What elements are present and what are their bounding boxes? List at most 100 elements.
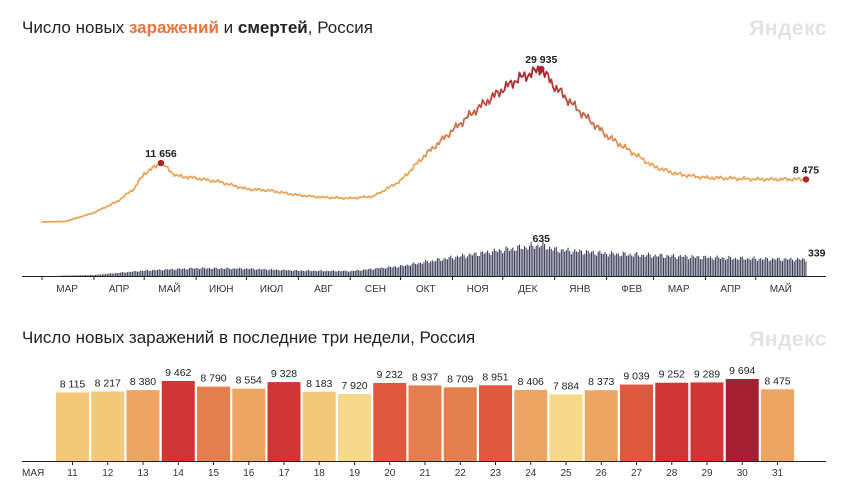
death-bar bbox=[115, 273, 117, 276]
death-bar bbox=[503, 251, 505, 276]
death-bar bbox=[103, 274, 105, 276]
death-bar bbox=[756, 260, 758, 276]
death-bar bbox=[683, 256, 685, 276]
day-value-label: 7 884 bbox=[553, 380, 579, 392]
death-bar bbox=[736, 259, 738, 276]
infections-line-segment bbox=[587, 113, 591, 123]
death-bar bbox=[138, 271, 140, 276]
death-bar bbox=[693, 256, 695, 276]
death-bar bbox=[334, 271, 336, 276]
x-tick-label: МАР bbox=[668, 284, 690, 295]
death-bar bbox=[245, 268, 247, 276]
day-bar bbox=[197, 386, 230, 461]
death-bar bbox=[552, 250, 554, 276]
death-bar bbox=[213, 267, 216, 276]
day-value-label: 8 183 bbox=[306, 378, 332, 390]
death-bar bbox=[401, 265, 403, 276]
death-bar bbox=[431, 260, 433, 276]
death-bar bbox=[451, 258, 453, 276]
death-bar bbox=[331, 270, 333, 276]
death-bar bbox=[398, 267, 400, 276]
day-tick-label: 12 bbox=[102, 468, 114, 479]
death-bar bbox=[746, 258, 748, 276]
death-bar bbox=[709, 256, 711, 276]
death-bar bbox=[336, 271, 338, 276]
death-bar bbox=[378, 268, 380, 276]
day-bar bbox=[620, 384, 653, 461]
death-bar bbox=[691, 255, 693, 276]
death-bar bbox=[143, 270, 145, 276]
death-bar bbox=[175, 269, 177, 276]
death-bar bbox=[145, 270, 147, 276]
death-bar bbox=[212, 268, 214, 276]
death-bar bbox=[368, 268, 370, 276]
death-bar bbox=[473, 252, 475, 276]
death-bar bbox=[523, 246, 526, 276]
death-bar bbox=[490, 255, 492, 276]
death-bar bbox=[270, 269, 273, 276]
infections-line-segment bbox=[511, 80, 516, 89]
day-bar bbox=[56, 392, 89, 461]
death-bar bbox=[724, 259, 727, 276]
death-bar bbox=[661, 254, 663, 276]
death-bar bbox=[319, 270, 321, 276]
death-bar bbox=[619, 256, 621, 276]
death-bar bbox=[311, 271, 313, 276]
death-bar bbox=[699, 259, 701, 276]
death-bar bbox=[595, 255, 598, 276]
infections-line-segment bbox=[461, 118, 466, 128]
day-bar bbox=[408, 385, 442, 461]
death-bar bbox=[557, 251, 559, 276]
death-bar bbox=[641, 254, 643, 276]
death-bar bbox=[637, 255, 639, 276]
infections-line-segment bbox=[550, 78, 554, 89]
death-bar bbox=[575, 251, 577, 276]
infections-label: 8 475 bbox=[793, 164, 819, 176]
death-bar bbox=[158, 269, 160, 276]
day-tick-label: 24 bbox=[525, 468, 537, 479]
death-bar bbox=[768, 260, 770, 276]
death-bar bbox=[418, 262, 420, 276]
death-bar bbox=[669, 257, 671, 276]
death-bar bbox=[544, 244, 546, 276]
death-bar bbox=[723, 257, 725, 276]
title-post: , Россия bbox=[307, 18, 373, 37]
death-bar bbox=[758, 259, 760, 276]
death-bar bbox=[711, 258, 713, 276]
death-bar bbox=[165, 268, 167, 276]
death-bar bbox=[255, 269, 257, 276]
day-value-label: 8 406 bbox=[518, 376, 544, 388]
death-bar bbox=[173, 270, 175, 276]
death-bar bbox=[786, 259, 789, 276]
death-bar bbox=[629, 253, 631, 276]
death-bar bbox=[105, 274, 107, 276]
death-bar bbox=[560, 249, 562, 276]
day-tick-label: 25 bbox=[560, 468, 572, 479]
death-bar bbox=[507, 247, 509, 276]
death-bar bbox=[309, 270, 311, 276]
death-bar bbox=[802, 258, 804, 276]
day-value-label: 8 373 bbox=[588, 376, 614, 388]
death-bar bbox=[404, 265, 407, 276]
death-bar bbox=[332, 270, 335, 276]
day-value-label: 9 289 bbox=[694, 368, 720, 380]
death-bar bbox=[455, 256, 457, 276]
death-bar bbox=[73, 275, 75, 276]
death-bar bbox=[793, 261, 795, 276]
death-bar bbox=[797, 257, 799, 276]
death-bar bbox=[202, 267, 204, 276]
x-tick-label: ФЕВ bbox=[621, 284, 642, 295]
death-bar bbox=[798, 259, 800, 276]
death-bar bbox=[549, 246, 551, 276]
day-bar bbox=[373, 382, 407, 461]
death-bar bbox=[259, 268, 261, 276]
death-bar bbox=[297, 270, 299, 276]
death-bar bbox=[386, 267, 388, 276]
death-bar bbox=[703, 256, 705, 276]
death-bar bbox=[674, 257, 676, 276]
death-bar bbox=[296, 269, 298, 276]
day-tick-label: 15 bbox=[208, 468, 220, 479]
x-tick-label: НОЯ bbox=[467, 284, 489, 295]
death-bar bbox=[364, 269, 366, 276]
death-bar bbox=[197, 268, 199, 276]
